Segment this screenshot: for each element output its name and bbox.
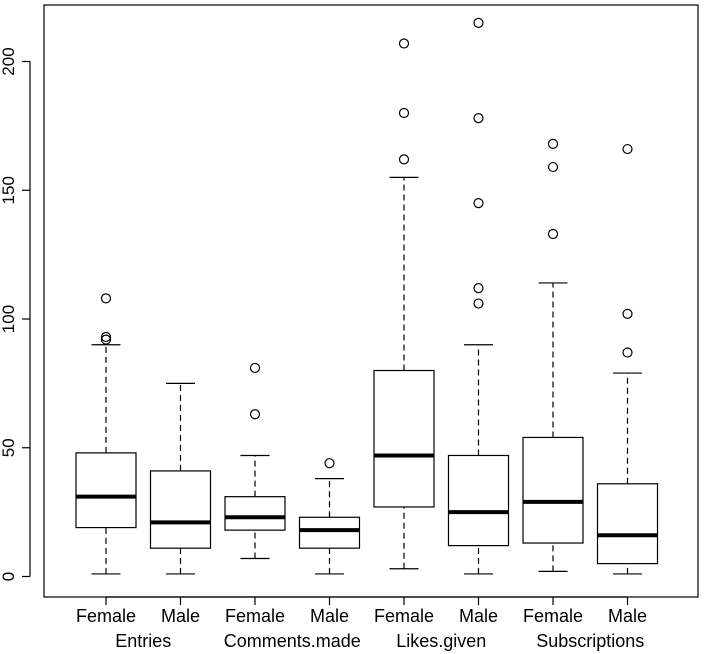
x-tick-label: Female <box>225 606 285 626</box>
box-likes-given-male <box>447 17 510 575</box>
iqr-box <box>149 470 212 549</box>
box-comments-made-female <box>224 362 286 560</box>
outlier-point <box>622 308 633 319</box>
x-group-label: Subscriptions <box>536 631 644 651</box>
box-entries-female <box>75 293 137 575</box>
box-likes-given-female <box>373 38 435 570</box>
x-group-label: Likes.given <box>396 631 486 651</box>
outlier-point <box>398 38 410 49</box>
x-tick-label: Male <box>608 606 647 626</box>
x-group-label: Entries <box>115 631 171 651</box>
x-tick-label: Female <box>523 606 583 626</box>
x-tick-label: Male <box>161 606 200 626</box>
outlier-point <box>398 154 410 165</box>
box-comments-made-male <box>298 458 361 575</box>
iqr-box <box>75 452 137 529</box>
outlier-point <box>473 283 484 294</box>
outlier-point <box>249 409 261 420</box>
outlier-point <box>473 17 484 28</box>
box-entries-male <box>149 382 212 575</box>
outlier-point <box>622 143 633 155</box>
outlier-point <box>547 138 559 149</box>
y-tick-label: 200 <box>0 47 18 75</box>
x-tick-label: Female <box>374 606 434 626</box>
y-tick-label: 50 <box>0 438 18 457</box>
y-tick-label: 150 <box>0 176 18 204</box>
y-tick-label: 100 <box>0 305 18 333</box>
iqr-box <box>298 516 361 549</box>
outlier-point <box>473 198 484 209</box>
x-tick-label: Male <box>310 606 349 626</box>
x-tick-label: Male <box>459 606 498 626</box>
outlier-point <box>100 334 112 345</box>
iqr-box <box>447 454 510 547</box>
iqr-box <box>596 483 659 565</box>
iqr-box <box>522 436 584 544</box>
outlier-point <box>398 107 410 119</box>
outlier-point <box>473 113 484 124</box>
outlier-point <box>547 161 559 173</box>
outlier-point <box>324 458 335 469</box>
iqr-box <box>224 496 286 531</box>
y-tick-label: 0 <box>0 572 18 581</box>
box-subscriptions-female <box>522 138 584 572</box>
outlier-point <box>547 228 559 240</box>
outlier-point <box>100 293 112 304</box>
iqr-box <box>373 369 435 508</box>
box-subscriptions-male <box>596 143 659 575</box>
outlier-point <box>100 331 112 343</box>
outlier-point <box>622 347 633 358</box>
x-tick-label: Female <box>76 606 136 626</box>
outlier-point <box>473 298 484 309</box>
outlier-point <box>249 362 261 374</box>
x-group-label: Comments.made <box>224 631 361 651</box>
